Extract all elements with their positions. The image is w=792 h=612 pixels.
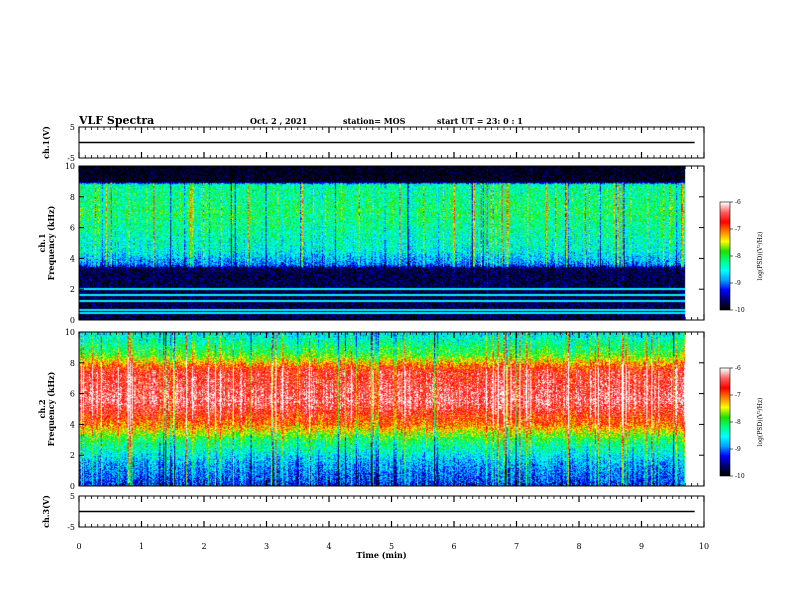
x-tick-label: 5 bbox=[389, 542, 394, 551]
ch1-spectrogram-colorbar-tick-label: -6 bbox=[735, 199, 741, 206]
figure-title: VLF Spectra bbox=[78, 114, 154, 127]
ch2-spectrogram-ytick-label: 2 bbox=[70, 451, 75, 460]
ch1-colorbar bbox=[720, 202, 730, 310]
ch1-spectrogram-colorbar-tick-label: -10 bbox=[735, 307, 745, 314]
ch2-spectrogram-colorbar-tick-label: -10 bbox=[735, 473, 745, 480]
ch2-spectrogram-ytick-label: 10 bbox=[65, 328, 75, 337]
ch2-spectrogram-colorbar-tick-label: -7 bbox=[735, 392, 741, 399]
station-label: station= MOS bbox=[343, 116, 406, 126]
ch2-spectrogram-colorbar-label: log(PSD)(V²/Hz) bbox=[757, 398, 764, 447]
ch1-spectrogram-image bbox=[79, 166, 694, 320]
ch1-voltage-ytick-label: -5 bbox=[67, 154, 75, 163]
ch1-spectrogram-colorbar-tick-label: -7 bbox=[735, 226, 741, 233]
ch1-spectrogram-colorbar-label: log(PSD)(V²/Hz) bbox=[757, 232, 764, 281]
ch2-spectrogram-colorbar-tick-label: -6 bbox=[735, 365, 741, 372]
ch2-spectrogram-ytick-label: 8 bbox=[70, 359, 75, 368]
ch1-spectrogram-ylabel: ch.1 bbox=[37, 233, 47, 252]
date-label: Oct. 2 , 2021 bbox=[250, 116, 307, 126]
ch1-spectrogram-ytick-label: 0 bbox=[70, 316, 75, 325]
ch2-spectrogram-colorbar-tick-label: -9 bbox=[735, 446, 741, 453]
ch3-voltage-ylabel: ch.3(V) bbox=[41, 495, 51, 528]
x-tick-label: 8 bbox=[576, 542, 581, 551]
ch1-spectrogram-colorbar-tick-label: -8 bbox=[735, 253, 741, 260]
ch1-spectrogram-ytick-label: 10 bbox=[65, 162, 75, 171]
ch1-spectrogram-ytick-label: 8 bbox=[70, 193, 75, 202]
ch1-spectrogram-ylabel: Frequency (kHz) bbox=[46, 205, 56, 280]
x-tick-label: 10 bbox=[699, 542, 709, 551]
ch1-spectrogram-ytick-label: 2 bbox=[70, 285, 75, 294]
ch1-spectrogram-ytick-label: 4 bbox=[70, 254, 75, 263]
x-tick-label: 7 bbox=[514, 542, 519, 551]
ch3-voltage-ytick-label: 5 bbox=[70, 492, 75, 501]
x-axis-label: Time (min) bbox=[356, 550, 406, 560]
x-tick-label: 3 bbox=[264, 542, 269, 551]
start-time-label: start UT = 23: 0 : 1 bbox=[437, 116, 523, 126]
x-tick-label: 0 bbox=[76, 542, 81, 551]
ch1-voltage-ytick-label: 5 bbox=[70, 123, 75, 132]
x-tick-label: 4 bbox=[326, 542, 331, 551]
ch2-spectrogram-colorbar-tick-label: -8 bbox=[735, 419, 741, 426]
x-tick-label: 9 bbox=[639, 542, 644, 551]
ch2-spectrogram-ytick-label: 4 bbox=[70, 420, 75, 429]
ch1-voltage-ylabel: ch.1(V) bbox=[41, 126, 51, 159]
ch2-spectrogram-ytick-label: 6 bbox=[70, 390, 75, 399]
x-tick-label: 6 bbox=[451, 542, 456, 551]
ch2-spectrogram-ylabel: ch.2 bbox=[37, 399, 47, 418]
ch2-spectrogram-ylabel: Frequency (kHz) bbox=[46, 371, 56, 446]
x-tick-label: 1 bbox=[139, 542, 144, 551]
ch1-spectrogram-colorbar-tick-label: -9 bbox=[735, 280, 741, 287]
ch2-spectrogram-ytick-label: 0 bbox=[70, 482, 75, 491]
x-tick-label: 2 bbox=[201, 542, 206, 551]
ch2-colorbar bbox=[720, 368, 730, 476]
ch2-spectrogram-image bbox=[79, 332, 694, 486]
ch3-voltage-ytick-label: -5 bbox=[67, 523, 75, 532]
ch1-spectrogram-ytick-label: 6 bbox=[70, 224, 75, 233]
